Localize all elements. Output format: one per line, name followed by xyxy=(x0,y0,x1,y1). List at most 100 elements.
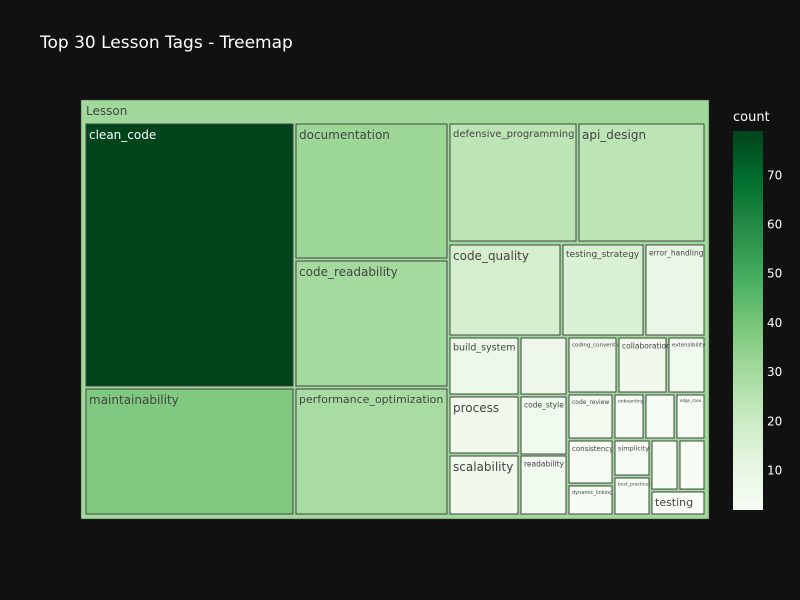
tile-label: maintainability xyxy=(89,393,179,407)
tile-dynamic-linking[interactable]: dynamic_linking xyxy=(568,485,613,515)
tile-rect[interactable] xyxy=(568,440,613,484)
tile-rect[interactable] xyxy=(568,485,613,515)
tile-code-quality[interactable]: code_quality xyxy=(449,244,561,336)
tile-label: documentation xyxy=(299,128,390,142)
tile-label: collaboration xyxy=(622,342,671,351)
tile-label: coding_conventions xyxy=(572,343,627,349)
tile-label: consistency xyxy=(572,445,613,453)
tile-rect[interactable] xyxy=(679,440,705,490)
tile-best-practices[interactable]: best_practices xyxy=(614,477,651,515)
tile-label: process xyxy=(453,401,499,415)
tile-rect[interactable] xyxy=(668,337,705,393)
tile-rect[interactable] xyxy=(295,123,448,259)
tile-readability[interactable]: readability xyxy=(520,455,567,515)
tile-collaboration[interactable]: collaboration xyxy=(618,337,671,393)
tile-rect[interactable] xyxy=(295,388,448,515)
tile-label: error_handling xyxy=(649,249,704,258)
tile-defensive-programming[interactable]: defensive_programming xyxy=(449,123,577,242)
tile-rect[interactable] xyxy=(562,244,644,336)
tile-rect[interactable] xyxy=(520,396,567,455)
tile-label: dynamic_linking xyxy=(572,490,612,496)
tile-rect[interactable] xyxy=(614,440,650,476)
colorbar-tick-label: 30 xyxy=(767,365,782,379)
colorbar: 10 20 30 40 50 60 70 xyxy=(733,131,782,510)
tile-label: code_readability xyxy=(299,265,398,279)
chart-title: Top 30 Lesson Tags - Treemap xyxy=(40,33,293,53)
colorbar-tick-label: 20 xyxy=(767,414,782,428)
tile-label: extensibility xyxy=(672,343,706,349)
colorbar-tick-label: 10 xyxy=(767,464,782,478)
tile-error-handling[interactable]: error_handling xyxy=(645,244,705,336)
tile-rect[interactable] xyxy=(645,394,675,439)
tile-label: testing_strategy xyxy=(566,250,640,260)
tile-label: best_practices xyxy=(618,482,651,488)
tile-rect[interactable] xyxy=(651,491,705,515)
tile-label: scalability xyxy=(453,460,513,474)
tile-extensibility[interactable]: extensibility xyxy=(668,337,706,393)
tile-label: api_design xyxy=(582,128,646,142)
tile-rect[interactable] xyxy=(568,337,617,393)
treemap-tiles: Lesson clean_code maintainability documenta… xyxy=(80,99,710,520)
colorbar-tick-label: 40 xyxy=(767,316,782,330)
tile-testing[interactable]: testing xyxy=(651,491,705,515)
tile-rect[interactable] xyxy=(449,244,561,336)
tile-scalability[interactable]: scalability xyxy=(449,455,519,515)
tile-label: readability xyxy=(524,460,564,469)
tile-rect[interactable] xyxy=(85,123,294,387)
tile-coding-conventions[interactable]: coding_conventions xyxy=(568,337,627,393)
tile-rect[interactable] xyxy=(449,396,519,454)
tile-label: simplicity xyxy=(618,445,649,453)
tile-label: code_review xyxy=(572,399,609,406)
tile-rect[interactable] xyxy=(618,337,667,393)
tile-consistency[interactable]: consistency xyxy=(568,440,613,484)
tile-rect[interactable] xyxy=(85,388,294,515)
tile-rect[interactable] xyxy=(578,123,705,242)
tile-unlabeled-11[interactable] xyxy=(520,337,567,395)
tile-unlabeled-25[interactable] xyxy=(651,440,678,490)
tile-unlabeled-19[interactable] xyxy=(645,394,675,439)
colorbar-tick-label: 70 xyxy=(767,168,782,182)
colorbar-tick-label: 60 xyxy=(767,218,782,232)
tile-rect[interactable] xyxy=(651,440,678,490)
tile-simplicity[interactable]: simplicity xyxy=(614,440,650,476)
tile-rect[interactable] xyxy=(449,123,577,242)
tile-maintainability[interactable]: maintainability xyxy=(85,388,294,515)
tile-clean-code[interactable]: clean_code xyxy=(85,123,294,387)
colorbar-title: count xyxy=(733,110,770,125)
tile-rect[interactable] xyxy=(449,337,519,395)
tile-code-review[interactable]: code_review xyxy=(568,394,613,439)
tile-code-readability[interactable]: code_readability xyxy=(295,260,448,387)
tile-rect[interactable] xyxy=(614,394,644,439)
tile-unlabeled-26[interactable] xyxy=(679,440,705,490)
tile-rect[interactable] xyxy=(295,260,448,387)
colorbar-gradient xyxy=(733,131,763,510)
tile-performance-optimization[interactable]: performance_optimization xyxy=(295,388,448,515)
tile-label: code_style xyxy=(524,401,564,410)
tile-label: build_system xyxy=(453,343,515,354)
tile-process[interactable]: process xyxy=(449,396,519,454)
tile-testing-strategy[interactable]: testing_strategy xyxy=(562,244,644,336)
tile-code-style[interactable]: code_style xyxy=(520,396,567,455)
tile-build-system[interactable]: build_system xyxy=(449,337,519,395)
tile-label: onboarding xyxy=(618,399,644,405)
tile-label: code_quality xyxy=(453,249,529,263)
tile-label: edge_case xyxy=(680,398,702,403)
tile-api-design[interactable]: api_design xyxy=(578,123,705,242)
tile-rect[interactable] xyxy=(645,244,705,336)
tile-rect[interactable] xyxy=(614,477,650,515)
tile-rect[interactable] xyxy=(676,394,705,439)
tile-rect[interactable] xyxy=(520,455,567,515)
tile-rect[interactable] xyxy=(568,394,613,439)
colorbar-tick-label: 50 xyxy=(767,267,782,281)
tile-label: performance_optimization xyxy=(299,393,443,406)
tile-label: defensive_programming xyxy=(453,129,574,140)
tile-label: testing xyxy=(655,496,693,509)
tile-rect[interactable] xyxy=(520,337,567,395)
tile-rect[interactable] xyxy=(449,455,519,515)
tile-documentation[interactable]: documentation xyxy=(295,123,448,259)
tile-label: clean_code xyxy=(89,128,156,142)
tile-root-label: Lesson xyxy=(86,104,127,118)
tile-onboarding[interactable]: onboarding xyxy=(614,394,644,439)
tile-edge-case[interactable]: edge_case xyxy=(676,394,705,439)
